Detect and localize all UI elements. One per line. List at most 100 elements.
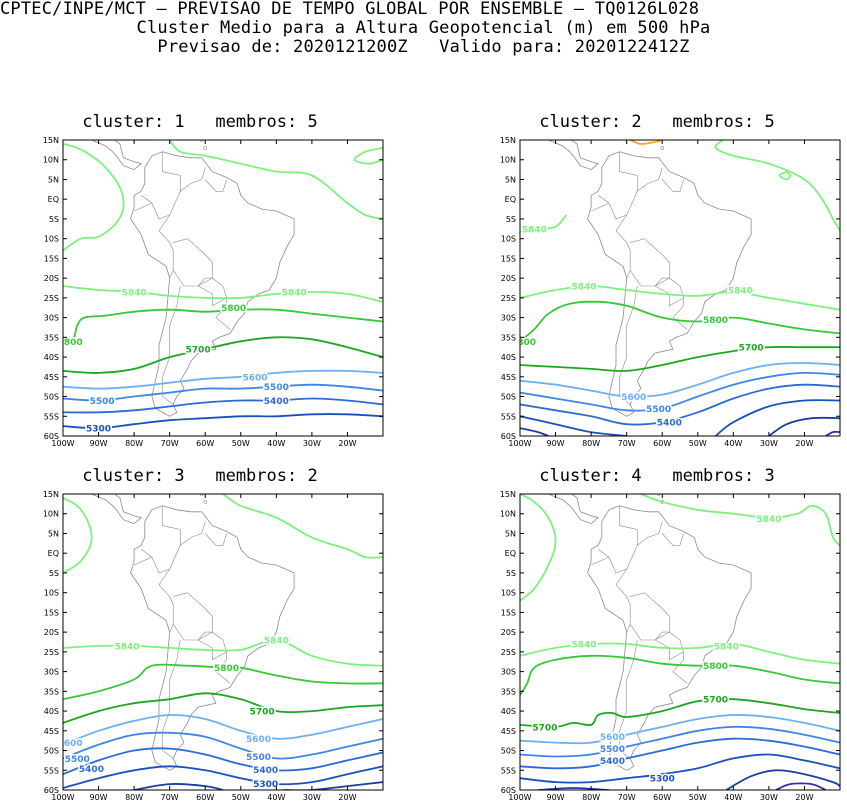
country-border — [598, 151, 638, 220]
country-border — [615, 568, 631, 633]
contour-label: 5700 — [703, 696, 728, 706]
plot-frame — [519, 139, 841, 437]
lat-tick-label: 5S — [506, 215, 516, 224]
country-border — [590, 556, 610, 566]
contour-label: 5840 — [264, 637, 289, 647]
country-border — [661, 533, 684, 546]
lat-tick-label: 15S — [501, 608, 516, 617]
lat-tick-label: 55S — [44, 766, 59, 775]
lat-tick-label: 10N — [500, 510, 516, 519]
lat-tick-label: EQ — [505, 195, 516, 204]
country-border — [619, 285, 638, 405]
lat-tick-label: 35S — [501, 333, 516, 342]
contour-5840 — [520, 214, 567, 232]
lon-tick-label: 50W — [689, 439, 707, 448]
contour-5840 — [520, 494, 557, 602]
lat-tick-label: 35S — [44, 333, 59, 342]
lat-tick-label: 20S — [44, 274, 59, 283]
contour-5200 — [537, 787, 609, 790]
lat-tick-label: 10S — [44, 589, 59, 598]
contour-label: 5840 — [728, 286, 753, 296]
country-border — [162, 639, 181, 759]
country-border — [661, 179, 684, 192]
lat-tick-label: 30S — [501, 668, 516, 677]
lat-tick-label: 40S — [501, 353, 516, 362]
lat-tick-label: 5S — [506, 569, 516, 578]
contour-5600 — [63, 714, 383, 746]
lat-tick-label: 45S — [44, 727, 59, 736]
lat-tick-label: 15N — [43, 136, 59, 145]
lon-tick-label: 30W — [760, 793, 778, 802]
lon-tick-label: 30W — [303, 793, 321, 802]
panel-title: cluster: 3 membros: 2 — [82, 466, 318, 486]
contour-5400 — [520, 383, 840, 426]
contour-5200 — [133, 783, 224, 790]
contour-5300 — [63, 765, 383, 789]
island — [618, 123, 621, 126]
lat-tick-label: 45S — [501, 373, 516, 382]
contour-5400 — [63, 397, 383, 414]
lat-tick-label: 50S — [501, 747, 516, 756]
contour-5840 — [63, 143, 125, 252]
country-border — [158, 214, 174, 279]
panel-title: cluster: 4 membros: 3 — [539, 466, 775, 486]
island — [203, 500, 208, 504]
country-border — [172, 238, 213, 287]
lon-tick-label: 60W — [196, 439, 214, 448]
contour-5840 — [640, 494, 840, 546]
contour-5200 — [520, 427, 549, 436]
contour-5840 — [168, 140, 383, 220]
contour-5300 — [715, 399, 840, 436]
lon-tick-label: 90W — [90, 439, 108, 448]
country-border — [197, 631, 227, 661]
lat-tick-label: 40S — [44, 707, 59, 716]
contour-label: 5800 — [214, 664, 239, 674]
lon-tick-label: 60W — [653, 439, 671, 448]
lon-tick-label: 80W — [582, 793, 600, 802]
contour-5300 — [520, 415, 627, 436]
contour-label: 5400 — [264, 397, 289, 407]
lon-tick-label: 90W — [547, 793, 565, 802]
cluster-panel-3: cluster: 3 membros: 2 5840 5840 5800 5700 56… — [0, 464, 423, 802]
country-border — [180, 167, 206, 192]
contour-5500 — [63, 383, 383, 402]
contour-5400 — [63, 747, 383, 776]
island — [161, 477, 164, 480]
contour-label: 5400 — [657, 419, 682, 429]
country-border — [141, 151, 181, 220]
lat-tick-label: 10S — [44, 235, 59, 244]
map-cluster-1: 5840 584058005800570056005500550054005300… — [43, 127, 384, 448]
contour-5500 — [63, 731, 383, 760]
contour-5840 — [63, 285, 383, 303]
lat-tick-label: 35S — [501, 687, 516, 696]
lon-tick-label: 50W — [689, 793, 707, 802]
lon-tick-label: 20W — [338, 439, 356, 448]
cluster-panel-2: cluster: 2 membros: 5 5840 5840 5840 5800 58… — [457, 110, 847, 448]
lat-tick-label: 60S — [44, 786, 59, 795]
contour-label: 5800 — [221, 304, 246, 314]
figure-header: CPTEC/INPE/MCT — PREVISAO DE TEMPO GLOBA… — [0, 0, 847, 57]
contour-5600 — [520, 714, 840, 745]
lon-tick-label: 60W — [653, 793, 671, 802]
contour-5840 — [714, 140, 840, 232]
plot-frame — [62, 493, 384, 791]
island — [199, 140, 204, 142]
lat-tick-label: 5N — [48, 529, 59, 538]
contour-label: 5400 — [253, 766, 278, 776]
contour-5840 — [353, 147, 383, 165]
contour-label: 5840 — [756, 515, 781, 525]
country-border — [162, 285, 181, 405]
lon-tick-label: 100W — [51, 793, 74, 802]
lon-tick-label: 90W — [90, 793, 108, 802]
cluster-panel-4: cluster: 4 membros: 3 5840 5840 5840 5800 57… — [457, 464, 847, 802]
island — [182, 127, 185, 130]
lat-tick-label: 5N — [505, 175, 516, 184]
country-border — [637, 167, 663, 192]
contour-label: 5700 — [532, 723, 557, 733]
contour-label: 5700 — [739, 344, 764, 354]
lon-tick-label: 60W — [196, 793, 214, 802]
country-border — [197, 277, 227, 307]
lon-tick-label: 40W — [724, 439, 742, 448]
lat-tick-label: 45S — [501, 727, 516, 736]
